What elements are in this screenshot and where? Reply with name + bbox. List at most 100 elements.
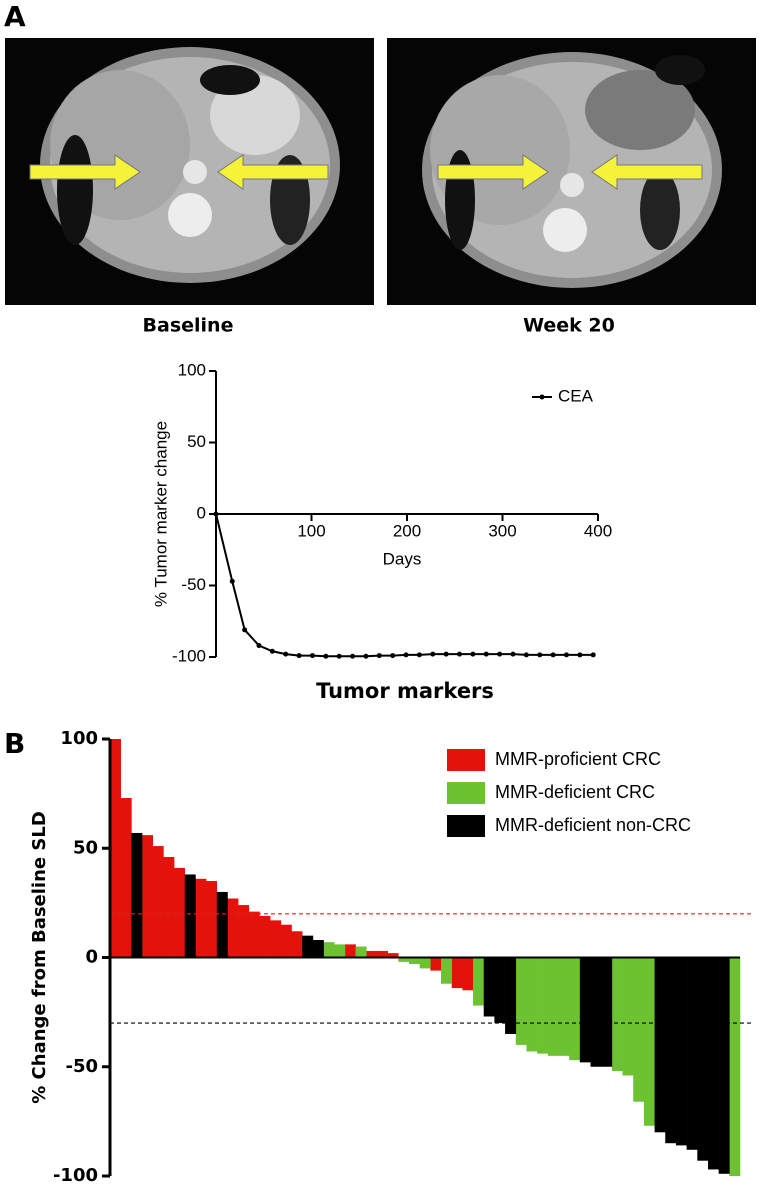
bar <box>195 878 207 958</box>
x-tick-label: 400 <box>584 521 612 540</box>
bar <box>131 832 143 958</box>
bar <box>259 915 271 958</box>
bar <box>216 891 228 958</box>
image-caption: Week 20 <box>523 315 615 337</box>
bar <box>601 957 613 1067</box>
y-tick-label: 50 <box>73 837 98 858</box>
y-tick-label: 100 <box>60 728 98 749</box>
data-point <box>256 643 262 649</box>
bar <box>142 835 154 958</box>
bar <box>494 957 506 1024</box>
y-axis-label: % Tumor marker change <box>151 421 170 607</box>
bar <box>120 797 132 958</box>
bar <box>302 935 314 958</box>
bar <box>686 957 698 1150</box>
bar <box>633 957 645 1102</box>
bar <box>174 867 186 958</box>
bar <box>462 957 474 991</box>
x-axis-label: Days <box>383 549 422 568</box>
legend-swatch <box>447 782 485 804</box>
data-point <box>269 648 275 654</box>
x-tick-label: 200 <box>393 521 421 540</box>
bar <box>110 739 121 958</box>
y-tick-label: -50 <box>181 575 206 594</box>
data-point <box>430 651 436 657</box>
bar <box>483 957 495 1017</box>
bar <box>323 942 335 958</box>
bar <box>537 957 549 1054</box>
data-point <box>590 652 596 658</box>
bar <box>163 856 175 958</box>
ct-image <box>5 38 374 305</box>
bar <box>355 946 367 958</box>
data-point <box>563 652 569 658</box>
bar <box>654 957 666 1133</box>
legend-label: MMR-proficient CRC <box>495 749 661 769</box>
data-point <box>537 652 543 658</box>
data-point <box>550 652 556 658</box>
y-tick-label: 100 <box>178 360 206 379</box>
data-point <box>229 578 235 584</box>
y-tick-label: 50 <box>187 432 206 451</box>
data-point <box>309 653 315 659</box>
panel-label: B <box>4 727 25 760</box>
data-point <box>470 651 476 657</box>
data-point <box>416 652 422 658</box>
data-point <box>376 653 382 659</box>
data-point <box>213 511 219 517</box>
data-point <box>457 651 463 657</box>
bar <box>206 881 218 958</box>
bar <box>526 957 538 1052</box>
bar <box>505 957 517 1034</box>
bar <box>312 940 324 958</box>
data-point <box>363 653 369 659</box>
bar <box>558 957 570 1056</box>
data-point <box>350 653 356 659</box>
y-tick-label: 0 <box>197 503 206 522</box>
bar <box>408 957 420 965</box>
bar <box>334 944 346 958</box>
panel-label: A <box>4 0 26 33</box>
bar <box>291 931 303 958</box>
bar <box>718 957 730 1174</box>
bar <box>451 957 463 989</box>
data-point <box>497 651 503 657</box>
bar <box>697 957 709 1161</box>
bar <box>590 957 602 1067</box>
bar <box>184 874 196 958</box>
legend-swatch <box>447 815 485 837</box>
bar <box>547 957 559 1056</box>
data-point <box>403 652 409 658</box>
bar <box>376 950 388 958</box>
bar <box>665 957 677 1144</box>
data-point <box>283 651 289 657</box>
bar <box>344 944 356 958</box>
bar <box>729 957 741 1176</box>
data-point <box>242 627 248 633</box>
bar <box>238 905 250 958</box>
bar <box>430 957 442 971</box>
bar <box>579 957 591 1063</box>
bar <box>515 957 527 1045</box>
bar <box>441 957 452 984</box>
data-point <box>336 653 342 659</box>
ct-image <box>387 38 756 305</box>
bar <box>366 950 378 958</box>
bar <box>473 957 485 1006</box>
legend-label: MMR-deficient CRC <box>495 782 655 802</box>
y-tick-label: -100 <box>53 1165 98 1186</box>
bar <box>569 957 581 1061</box>
legend-marker <box>539 394 545 400</box>
bar <box>675 957 687 1146</box>
x-tick-label: 300 <box>488 521 516 540</box>
data-point <box>323 653 329 659</box>
data-point <box>443 651 449 657</box>
bar <box>280 924 292 958</box>
bar <box>622 957 634 1076</box>
x-tick-label: 100 <box>297 521 325 540</box>
legend-label: MMR-deficient non-CRC <box>495 815 691 835</box>
data-point <box>390 653 396 659</box>
y-axis-label: % Change from Baseline SLD <box>29 811 50 1104</box>
data-point <box>483 651 489 657</box>
